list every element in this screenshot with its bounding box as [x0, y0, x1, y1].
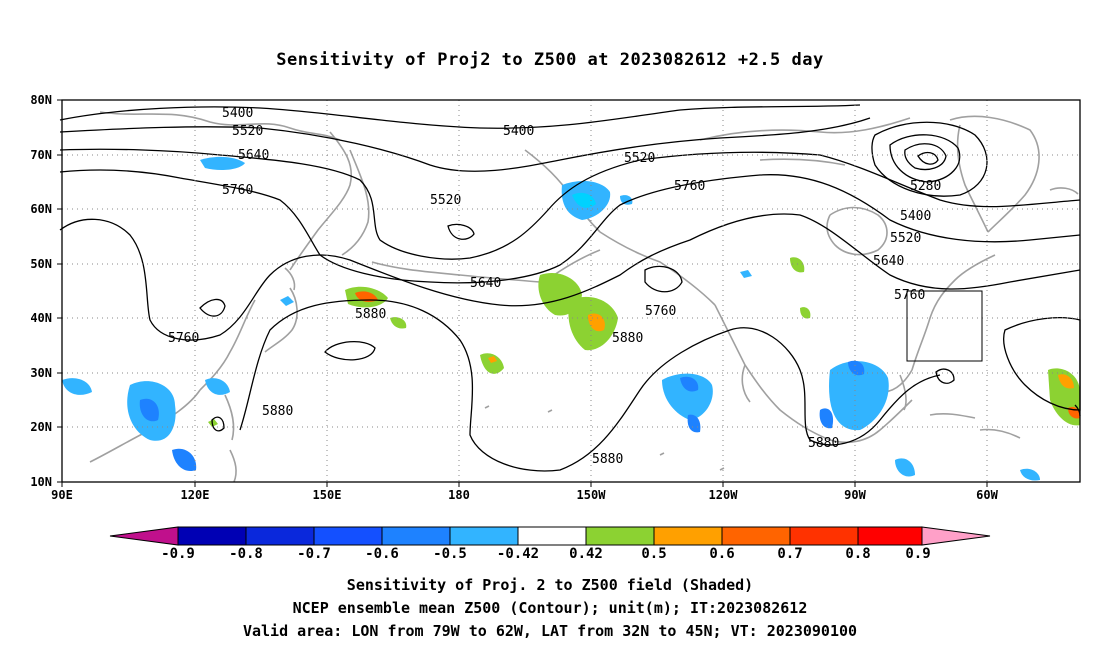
- colorbar-label: 0.6: [709, 546, 734, 562]
- colorbar-swatch: [585, 526, 655, 546]
- contour-label: 5880: [262, 404, 293, 419]
- caption-line: Sensitivity of Proj. 2 to Z500 field (Sh…: [346, 576, 754, 594]
- colorbar-swatch: [449, 526, 519, 546]
- contour-label: 5760: [222, 183, 253, 198]
- lat-tick-label: 20N: [30, 420, 52, 434]
- contour-label: 5640: [238, 148, 269, 163]
- tick-marks: [57, 99, 988, 487]
- contour-label: 5400: [503, 124, 534, 139]
- lon-tick-label: 150W: [577, 488, 607, 502]
- colorbar-label: -0.42: [497, 546, 539, 562]
- contour-label: 5400: [900, 209, 931, 224]
- lat-lon-grid: [62, 100, 1080, 482]
- colorbar-swatch: [721, 526, 791, 546]
- contour-label: 5760: [168, 331, 199, 346]
- colorbar-label: -0.7: [297, 546, 331, 562]
- contour-label: 5760: [894, 288, 925, 303]
- colorbar-label: 0.9: [905, 546, 930, 562]
- sensitivity-shading: [62, 156, 1080, 481]
- colorbar-labels: -0.9 -0.8 -0.7 -0.6 -0.5 -0.42 0.42 0.5 …: [161, 546, 931, 562]
- colorbar-label: -0.9: [161, 546, 195, 562]
- lon-tick-label: 90W: [844, 488, 866, 502]
- verification-area-box: [906, 290, 983, 362]
- colorbar-swatch: [245, 526, 315, 546]
- contour-label: 5880: [612, 331, 643, 346]
- lat-tick-label: 50N: [30, 257, 52, 271]
- colorbar-label: 0.42: [569, 546, 603, 562]
- colorbar-left-arrow: [109, 526, 179, 546]
- coastlines: [89, 111, 1079, 483]
- colorbar-label: -0.6: [365, 546, 399, 562]
- contour-label: 5520: [624, 151, 655, 166]
- contour-label: 5400: [222, 106, 253, 121]
- colorbar-label: -0.5: [433, 546, 467, 562]
- colorbar-swatch: [381, 526, 451, 546]
- colorbar-label: 0.7: [777, 546, 802, 562]
- colorbar-label: -0.8: [229, 546, 263, 562]
- lat-tick-label: 60N: [30, 202, 52, 216]
- colorbar-swatch: [653, 526, 723, 546]
- colorbar-swatch: [313, 526, 383, 546]
- lat-tick-label: 40N: [30, 311, 52, 325]
- lon-tick-label: 120E: [181, 488, 210, 502]
- contour-label: 5880: [808, 436, 839, 451]
- contour-label: 5520: [232, 124, 263, 139]
- contour-label: 5760: [645, 304, 676, 319]
- colorbar-swatch: [789, 526, 859, 546]
- contour-label: 5640: [873, 254, 904, 269]
- lat-tick-labels: 80N 70N 60N 50N 40N 30N 20N 10N: [30, 93, 52, 489]
- lon-tick-label: 120W: [709, 488, 739, 502]
- contour-label: 5640: [470, 276, 501, 291]
- contour-label: 5520: [430, 193, 461, 208]
- lon-tick-labels: 90E 120E 150E 180 150W 120W 90W 60W: [51, 488, 998, 502]
- lat-tick-label: 70N: [30, 148, 52, 162]
- lat-tick-label: 80N: [30, 93, 52, 107]
- colorbar-swatch: [857, 526, 923, 546]
- colorbar-swatch: [177, 526, 247, 546]
- lat-tick-label: 30N: [30, 366, 52, 380]
- map-title: Sensitivity of Proj2 to Z500 at 20230826…: [276, 50, 824, 70]
- lon-tick-label: 150E: [313, 488, 342, 502]
- lat-tick-label: 10N: [30, 475, 52, 489]
- colorbar-right-arrow: [921, 526, 991, 546]
- caption-line: NCEP ensemble mean Z500 (Contour); unit(…: [292, 599, 808, 617]
- colorbar: [109, 526, 991, 546]
- z500-contours: [59, 104, 1081, 472]
- contour-label: 5880: [592, 452, 623, 467]
- caption-line: Valid area: LON from 79W to 62W, LAT fro…: [242, 622, 858, 640]
- colorbar-label: 0.8: [845, 546, 870, 562]
- lon-tick-label: 180: [448, 488, 470, 502]
- contour-label: 5880: [355, 307, 386, 322]
- contour-label: 5760: [674, 179, 705, 194]
- colorbar-label: 0.5: [641, 546, 666, 562]
- lon-tick-label: 90E: [51, 488, 73, 502]
- contour-label: 5280: [910, 179, 941, 194]
- lon-tick-label: 60W: [976, 488, 998, 502]
- colorbar-swatch: [517, 526, 587, 546]
- figure-caption: Sensitivity of Proj. 2 to Z500 field (Sh…: [0, 574, 1100, 643]
- map-frame: [61, 99, 1081, 483]
- contour-label: 5520: [890, 231, 921, 246]
